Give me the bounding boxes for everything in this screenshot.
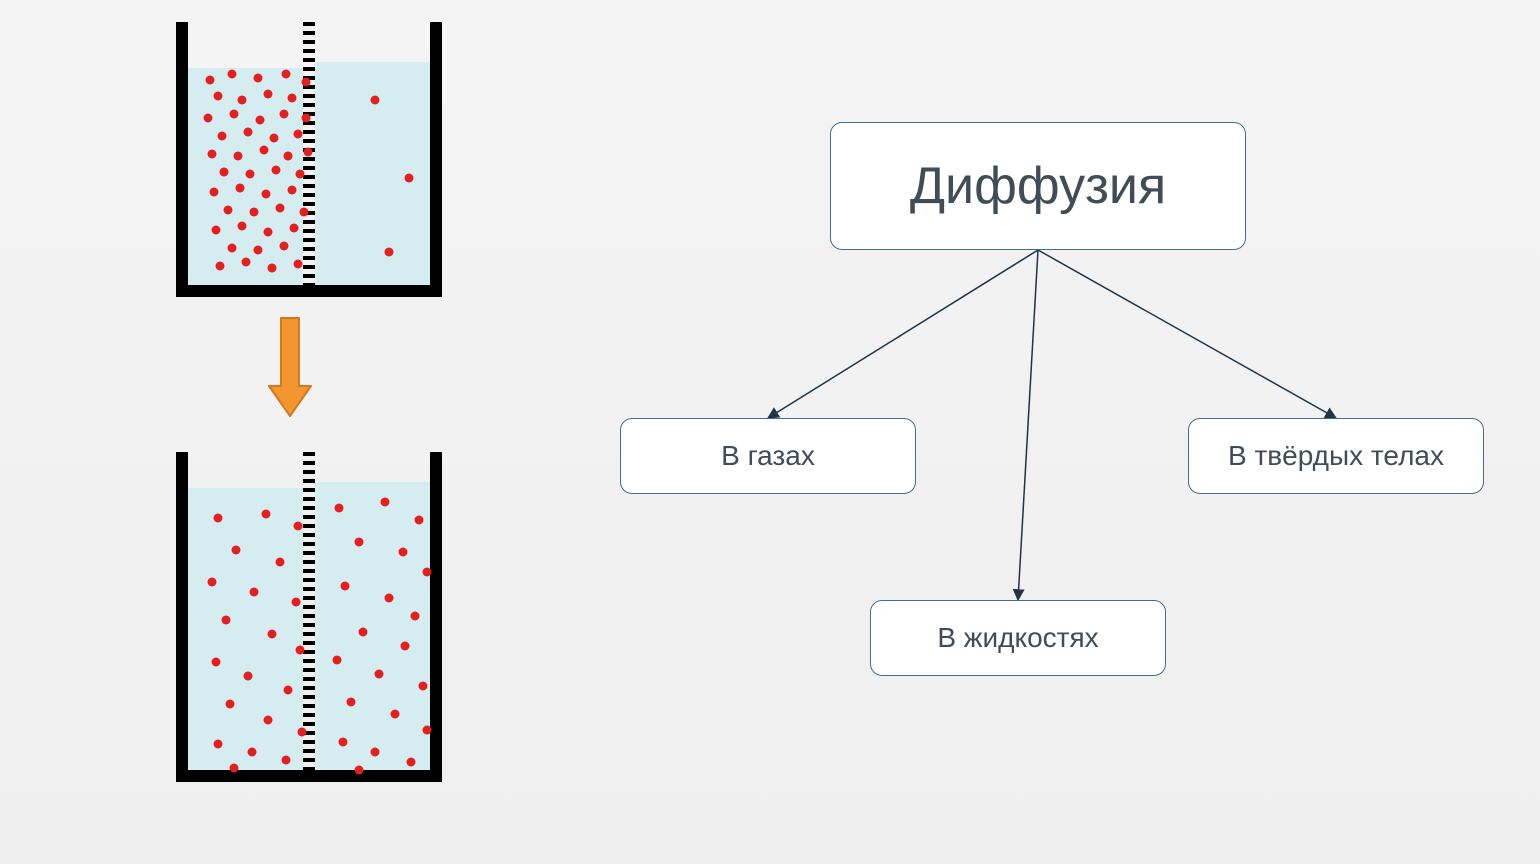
tree-child-label: В жидкостях xyxy=(937,622,1098,654)
arrow-down-icon xyxy=(269,318,311,416)
tree-child-solids: В твёрдых телах xyxy=(1188,418,1484,494)
tree-root: Диффузия xyxy=(830,122,1246,250)
tree-root-label: Диффузия xyxy=(910,156,1166,216)
tree-child-liquids: В жидкостях xyxy=(870,600,1166,676)
diagram-stage: Диффузия В газах В жидкостях В твёрдых т… xyxy=(0,0,1540,864)
tree-child-gases: В газах xyxy=(620,418,916,494)
tree-child-label: В твёрдых телах xyxy=(1228,440,1444,472)
beaker-icon xyxy=(176,22,442,297)
beaker-icon xyxy=(176,452,442,782)
tree-child-label: В газах xyxy=(721,440,815,472)
